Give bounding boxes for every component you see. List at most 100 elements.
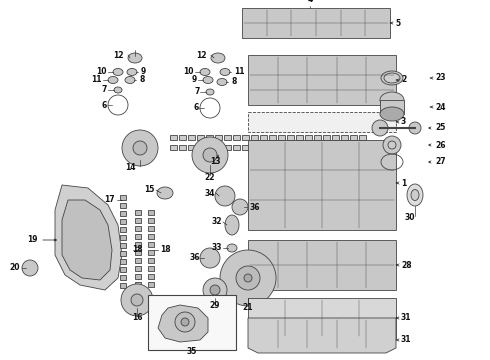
Circle shape [200,248,220,268]
Bar [120,243,126,248]
Ellipse shape [411,189,419,201]
Circle shape [131,294,143,306]
Text: 26: 26 [435,140,445,149]
Bar [148,226,154,231]
Circle shape [388,141,396,149]
Bar [332,135,339,140]
Ellipse shape [108,77,118,84]
Circle shape [244,274,252,282]
Bar [170,135,177,140]
Bar [148,242,154,247]
Bar [215,145,222,150]
Ellipse shape [384,73,400,83]
Ellipse shape [157,187,173,199]
Text: 8: 8 [231,77,236,86]
Text: 14: 14 [125,163,135,172]
Text: 17: 17 [104,195,115,204]
Bar [248,298,396,338]
Text: 3: 3 [401,117,406,126]
Bar [120,219,126,224]
Text: 11: 11 [234,68,245,77]
Bar [148,234,154,239]
Bar [179,135,186,140]
Bar [224,145,231,150]
Bar [135,234,141,239]
Bar [314,145,321,150]
Bar [135,210,141,215]
Text: 11: 11 [92,76,102,85]
Bar [148,250,154,255]
Bar [296,145,303,150]
Ellipse shape [380,92,404,108]
Bar [135,282,141,287]
Text: 18: 18 [160,246,171,255]
Text: 30: 30 [405,213,415,222]
Text: 23: 23 [435,73,445,82]
Circle shape [203,278,227,302]
Bar [224,135,231,140]
Bar [233,135,240,140]
Bar [341,145,348,150]
Bar [120,235,126,240]
Bar [260,135,267,140]
Text: 10: 10 [183,68,194,77]
Ellipse shape [381,71,403,85]
Circle shape [372,120,388,136]
Text: 19: 19 [27,235,38,244]
Polygon shape [62,200,112,280]
Text: 6: 6 [194,104,199,112]
Circle shape [203,148,217,162]
Bar [350,145,357,150]
Bar [148,274,154,279]
Bar [120,251,126,256]
Bar [148,266,154,271]
Text: 4: 4 [307,0,313,4]
Bar [269,135,276,140]
Text: 5: 5 [395,18,400,27]
Ellipse shape [227,244,237,252]
Bar [206,145,213,150]
Bar [305,145,312,150]
Bar [248,240,396,290]
Text: 25: 25 [435,123,445,132]
Ellipse shape [127,68,137,76]
Text: 20: 20 [9,264,20,273]
Bar [380,100,404,114]
Polygon shape [248,318,396,353]
Ellipse shape [203,77,213,84]
Bar [135,266,141,271]
Ellipse shape [225,215,239,235]
Bar [278,145,285,150]
Text: 13: 13 [210,158,220,166]
Bar [215,135,222,140]
Text: 33: 33 [212,243,222,252]
Circle shape [215,186,235,206]
Text: 35: 35 [187,347,197,356]
Bar [242,8,390,38]
Bar [248,140,396,230]
Text: 6: 6 [102,100,107,109]
Ellipse shape [211,53,225,63]
Text: 28: 28 [401,261,412,270]
Bar [148,210,154,215]
Polygon shape [55,185,122,290]
Circle shape [22,260,38,276]
Circle shape [121,284,153,316]
Bar [148,218,154,223]
Bar [233,145,240,150]
Bar [135,226,141,231]
Bar [188,135,195,140]
Circle shape [181,318,189,326]
Text: 21: 21 [243,303,253,312]
Circle shape [220,250,276,306]
Text: 27: 27 [435,158,445,166]
Text: 10: 10 [97,68,107,77]
Bar [148,295,236,350]
Bar [120,259,126,264]
Bar [359,135,366,140]
Text: 18: 18 [132,246,143,255]
Bar [296,135,303,140]
Bar [135,242,141,247]
Bar [248,112,396,132]
Bar [135,274,141,279]
